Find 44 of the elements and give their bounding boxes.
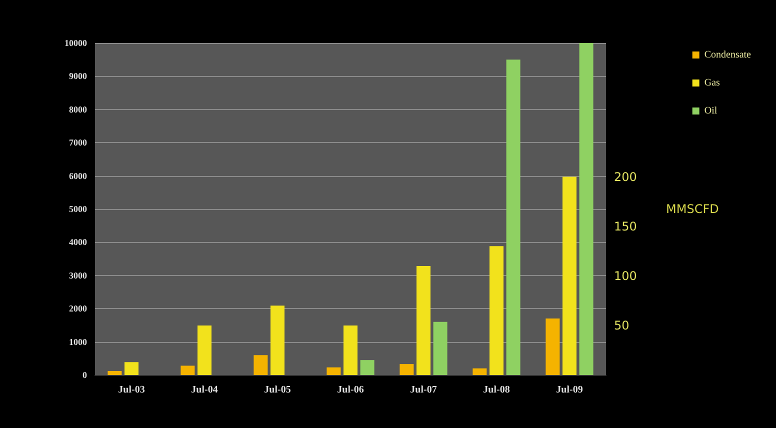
x-tick-label: Jul-04 [191, 384, 218, 396]
x-tick-label: Jul-08 [483, 384, 510, 396]
bar [490, 246, 504, 375]
y2-tick-label: 200 [614, 170, 637, 184]
bar [562, 176, 576, 375]
bar [400, 364, 414, 375]
y2-axis-title: MMSCFD [666, 202, 719, 216]
x-tick-label: Jul-03 [118, 384, 145, 396]
x-tick-label: Jul-06 [337, 384, 364, 396]
y-tick-label: 9000 [69, 71, 88, 82]
y2-tick-label: 50 [614, 318, 630, 332]
x-tick-label: Jul-09 [556, 384, 583, 396]
bar [124, 362, 138, 375]
y-tick-label: 6000 [69, 170, 88, 181]
bar [198, 325, 212, 375]
x-tick-label: Jul-07 [410, 384, 437, 396]
bar [270, 306, 284, 375]
y-tick-label: 8000 [69, 104, 88, 114]
y-tick-label: 2000 [69, 304, 88, 314]
y-tick-label: 0 [82, 370, 88, 380]
bar [433, 322, 448, 375]
bar [180, 366, 195, 375]
bar [579, 43, 594, 375]
legend-label: Oil [704, 106, 718, 116]
bar [546, 318, 560, 375]
y-tick-label: 3000 [69, 270, 88, 280]
bar [254, 355, 268, 375]
y-tick-label: 10000 [64, 38, 88, 48]
legend-label: Gas [704, 78, 720, 88]
bar [360, 360, 374, 375]
y-tick-label: 1000 [69, 336, 88, 347]
x-tick-label: Jul-05 [264, 384, 291, 396]
y-tick-label: 7000 [69, 138, 88, 148]
y-tick-label: 4000 [69, 237, 88, 248]
y2-tick-label: 150 [614, 219, 637, 234]
bar [344, 325, 358, 375]
bar [108, 371, 122, 375]
bar [506, 60, 520, 375]
bar [472, 368, 487, 375]
y2-tick-label: 100 [614, 268, 637, 283]
bar [416, 266, 430, 375]
bar [326, 367, 341, 375]
legend-label: Condensate [704, 50, 752, 60]
y-tick-label: 5000 [69, 204, 88, 214]
